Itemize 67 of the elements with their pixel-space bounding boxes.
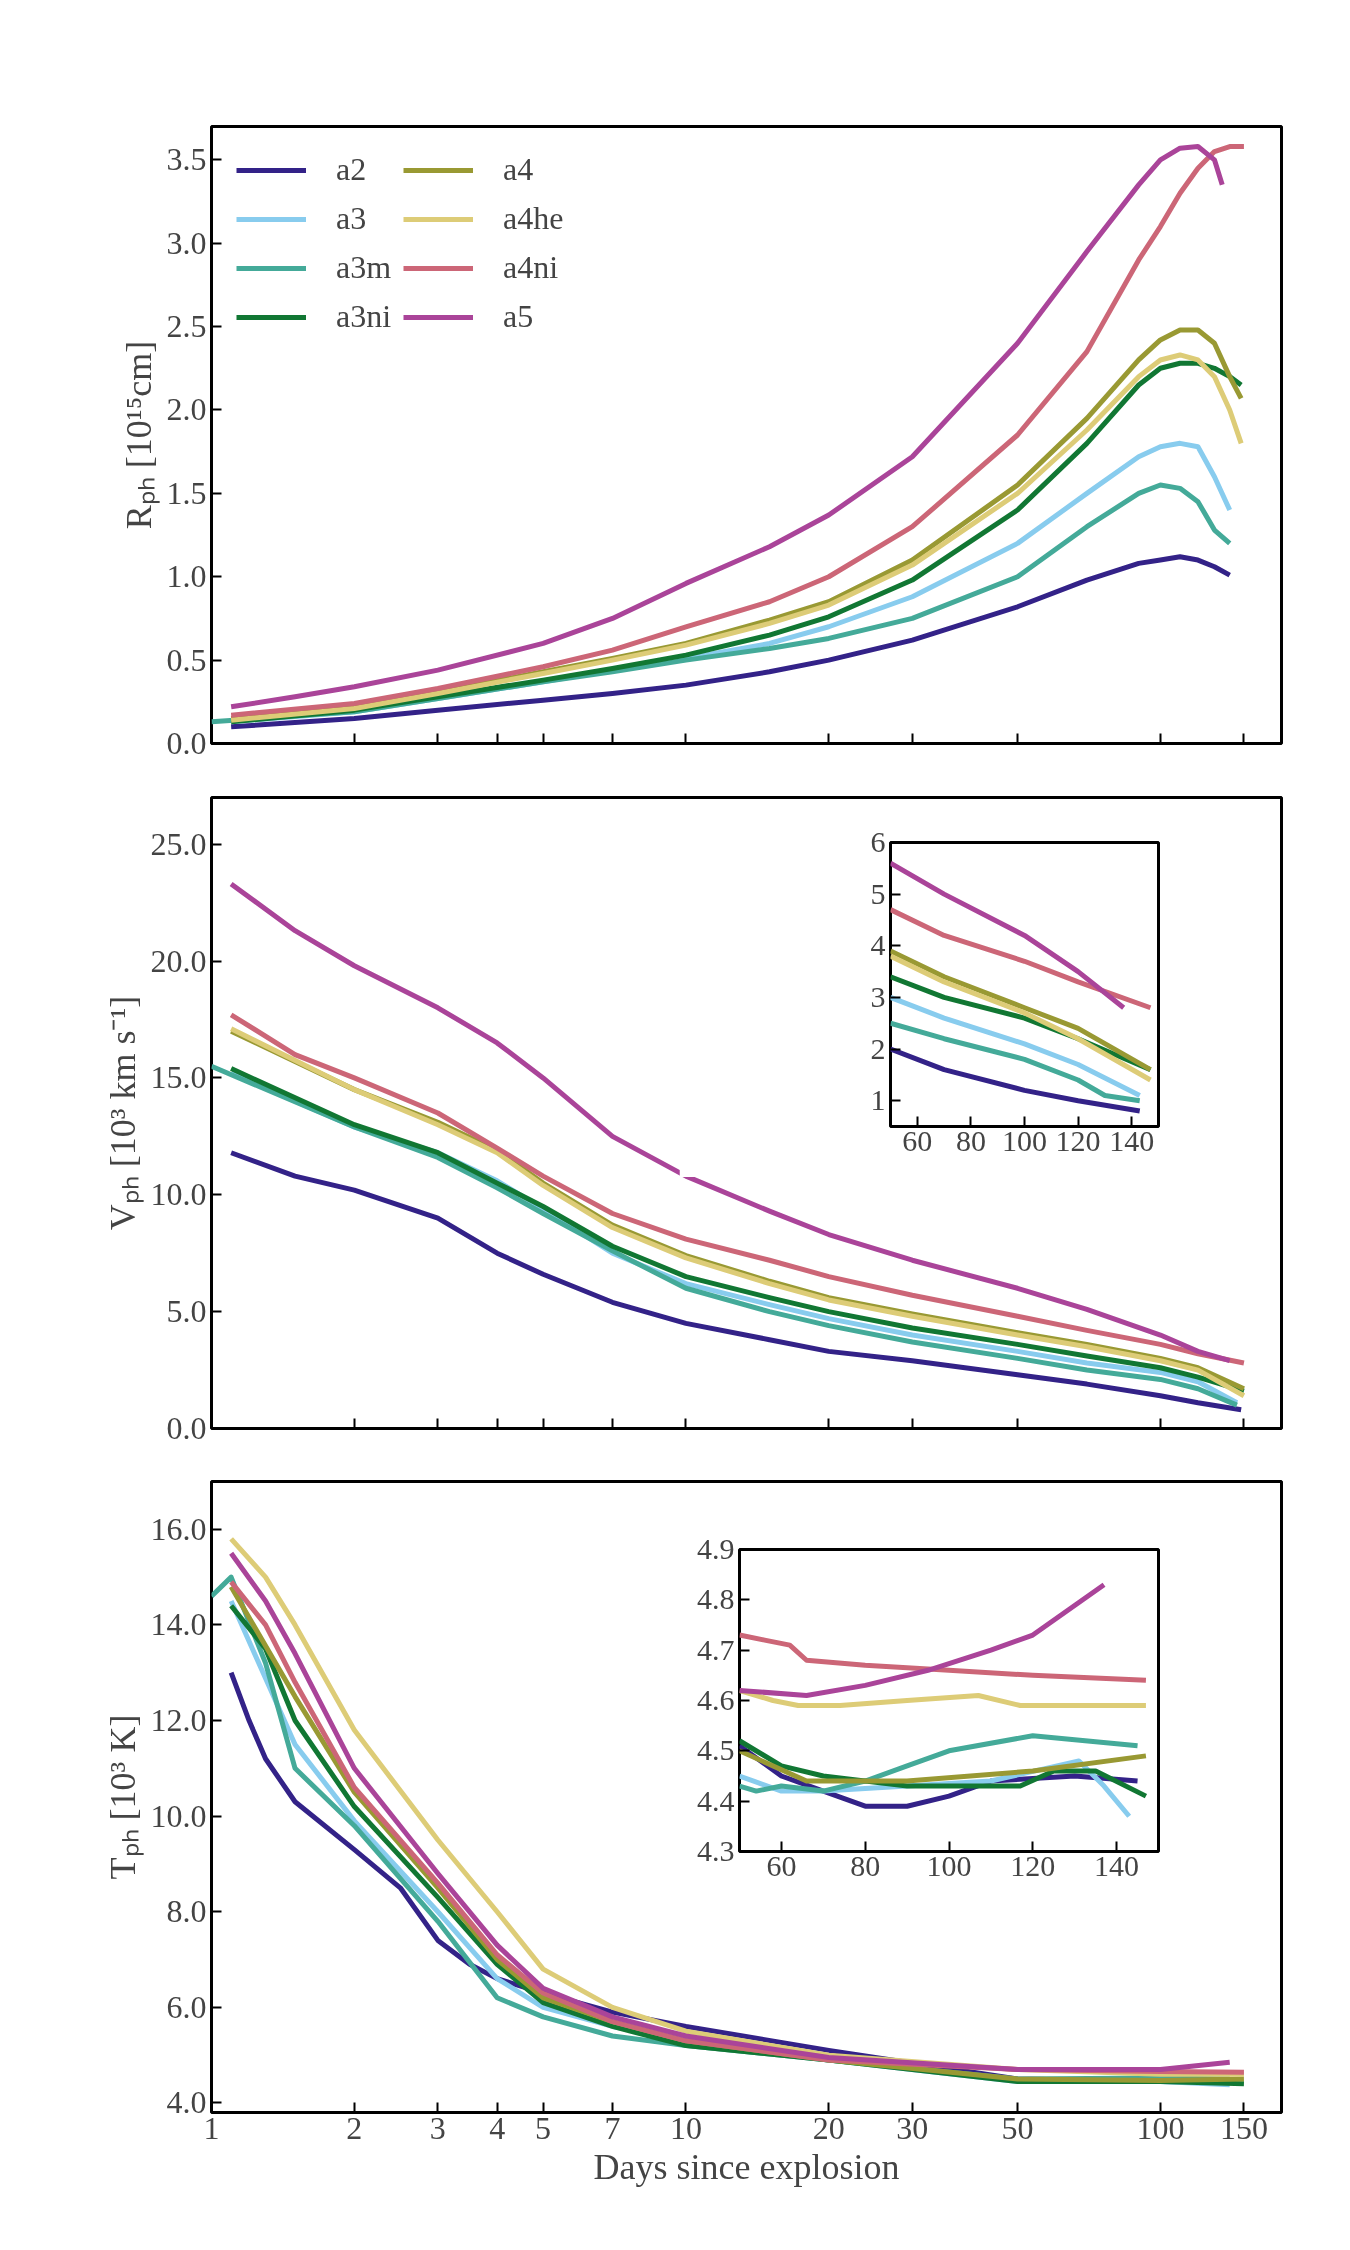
y-tick-label: 4.3 [697, 1834, 735, 1867]
legend-label: a4he [503, 200, 564, 237]
y-tick-label: 2 [870, 1031, 886, 1065]
legend-label: a4 [503, 151, 534, 188]
x-tick-label: 10 [669, 2109, 702, 2146]
y-tick-label: 14.0 [150, 1606, 207, 1643]
y-tick-label: 4.4 [697, 1783, 735, 1817]
y-tick-label: 0.5 [166, 641, 207, 678]
legend-label: a3m [336, 249, 392, 286]
y-tick-label: 6.0 [166, 1988, 207, 2025]
x-tick-label: 100 [1136, 2109, 1185, 2146]
x-tick-label: 60 [766, 1848, 797, 1882]
y-tick-label: 2.5 [166, 308, 207, 345]
x-tick-label: 7 [604, 2109, 621, 2146]
x-tick-label: 80 [850, 1848, 881, 1882]
y-tick-label: 6 [870, 825, 886, 858]
legend-label: a3 [336, 200, 367, 237]
x-tick-label: 2 [346, 2109, 363, 2146]
y-tick-label: 5 [870, 876, 886, 910]
y-tick-label: 4.9 [697, 1532, 735, 1565]
x-tick-label: 140 [1094, 1848, 1140, 1882]
x-tick-label: 140 [1109, 1123, 1155, 1157]
legend-label: a5 [503, 298, 534, 335]
y-axis-title: Vₚₕ [10³ km s⁻¹] [102, 995, 144, 1231]
x-tick-label: 4 [489, 2109, 506, 2146]
y-tick-label: 4 [870, 928, 886, 962]
y-tick-label: 1.5 [166, 474, 207, 511]
x-tick-label: 120 [1010, 1848, 1056, 1882]
legend-label: a3ni [336, 298, 392, 335]
x-tick-label: 5 [535, 2109, 552, 2146]
x-tick-label: 100 [1002, 1123, 1047, 1157]
y-tick-label: 4.0 [166, 2084, 207, 2121]
y-tick-label: 3.0 [166, 224, 207, 261]
x-axis-title: Days since explosion [593, 2146, 900, 2187]
y-tick-label: 1.0 [166, 558, 207, 595]
y-tick-label: 1 [870, 1083, 886, 1117]
y-tick-label: 25.0 [150, 825, 207, 862]
x-tick-label: 60 [902, 1123, 933, 1157]
x-tick-label: 50 [1001, 2109, 1034, 2146]
y-tick-label: 0.0 [166, 725, 207, 761]
x-tick-label: 3 [429, 2109, 446, 2146]
y-tick-label: 4.8 [697, 1582, 735, 1616]
y-tick-label: 5.0 [166, 1293, 207, 1330]
y-axis-title: Tₚₕ [10³ K] [102, 1714, 144, 1880]
y-tick-label: 2.0 [166, 391, 207, 428]
x-tick-label: 120 [1055, 1123, 1101, 1157]
legend-label: a2 [336, 151, 367, 188]
y-tick-label: 0.0 [166, 1410, 207, 1446]
x-tick-label: 150 [1219, 2109, 1268, 2146]
y-tick-label: 10.0 [150, 1176, 207, 1213]
x-tick-label: 100 [926, 1848, 972, 1882]
y-tick-label: 4.5 [697, 1733, 735, 1767]
y-tick-label: 16.0 [150, 1510, 207, 1547]
x-tick-label: 20 [812, 2109, 845, 2146]
x-tick-label: 80 [955, 1123, 986, 1157]
y-tick-label: 12.0 [150, 1702, 207, 1739]
y-axis-title: Rₚₕ [10¹⁵cm] [118, 340, 160, 530]
y-tick-label: 3.5 [166, 141, 207, 178]
y-tick-label: 8.0 [166, 1893, 207, 1930]
y-tick-label: 15.0 [150, 1059, 207, 1096]
y-tick-label: 4.6 [697, 1683, 735, 1716]
y-tick-label: 3 [870, 979, 886, 1013]
x-tick-label: 30 [896, 2109, 929, 2146]
y-tick-label: 4.7 [697, 1632, 735, 1666]
y-tick-label: 10.0 [150, 1797, 207, 1834]
legend-label: a4ni [503, 249, 559, 286]
y-tick-label: 20.0 [150, 942, 207, 979]
